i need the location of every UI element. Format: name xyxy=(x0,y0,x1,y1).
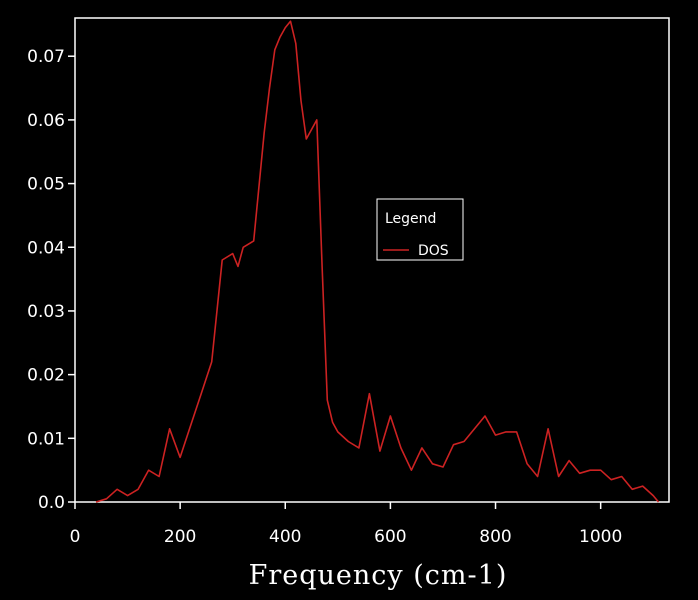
x-tick-label: 600 xyxy=(374,527,406,547)
x-axis-title: Frequency (cm-1) xyxy=(249,560,508,591)
y-tick-label: 0.07 xyxy=(27,47,65,67)
x-tick-label: 400 xyxy=(269,527,301,547)
y-tick-label: 0.0 xyxy=(38,493,65,513)
y-tick-label: 0.03 xyxy=(27,302,65,322)
y-axis: 0.0 0.01 0.02 0.03 0.04 0.05 0.06 0.07 xyxy=(27,47,75,513)
x-axis: 0 200 400 600 800 1000 xyxy=(70,502,622,547)
legend-label-dos: DOS xyxy=(418,243,449,259)
y-tick-label: 0.05 xyxy=(27,175,65,195)
plot-frame xyxy=(74,17,670,503)
y-tick-label: 0.06 xyxy=(27,111,65,131)
y-tick-label: 0.02 xyxy=(27,366,65,386)
x-tick-label: 200 xyxy=(164,527,196,547)
x-tick-label: 0 xyxy=(70,527,81,547)
legend-title: Legend xyxy=(385,211,436,227)
y-tick-label: 0.01 xyxy=(27,429,65,449)
legend: Legend DOS xyxy=(376,198,464,261)
x-tick-label: 800 xyxy=(479,527,511,547)
x-tick-label: 1000 xyxy=(579,527,622,547)
dos-series-line xyxy=(95,20,660,503)
y-tick-label: 0.04 xyxy=(27,238,65,258)
